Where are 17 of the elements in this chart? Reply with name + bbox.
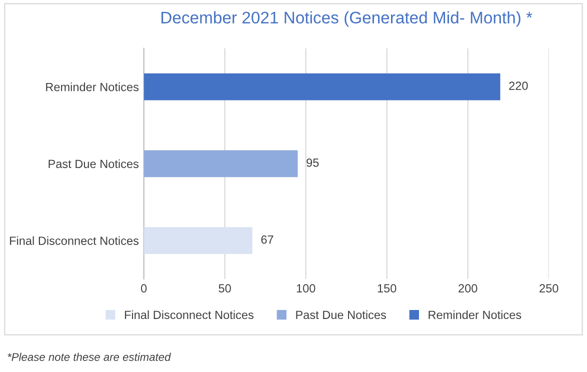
x-tick-label: 50 xyxy=(218,284,231,293)
y-tick-label: Past Due Notices xyxy=(48,159,139,168)
legend-label: Reminder Notices xyxy=(428,310,522,320)
data-label: 95 xyxy=(306,158,319,167)
x-tick-label: 200 xyxy=(458,284,478,293)
x-tick-label: 150 xyxy=(378,284,396,293)
x-tick-label: 0 xyxy=(140,284,147,293)
y-tick-label: Reminder Notices xyxy=(46,82,139,92)
data-label: 220 xyxy=(509,82,528,90)
x-tick-label: 250 xyxy=(540,284,558,293)
x-tick-label: 100 xyxy=(296,284,316,293)
chart-title: December 2021 Notices (Generated Mid- Month) * xyxy=(162,11,532,27)
data-label: 67 xyxy=(261,235,274,244)
text: *Please note these are estimated xyxy=(8,352,172,361)
legend-label: Past Due Notices xyxy=(296,310,386,320)
legend-label: Final Disconnect Notices xyxy=(124,310,254,320)
y-tick-label: Final Disconnect Notices xyxy=(10,236,139,245)
